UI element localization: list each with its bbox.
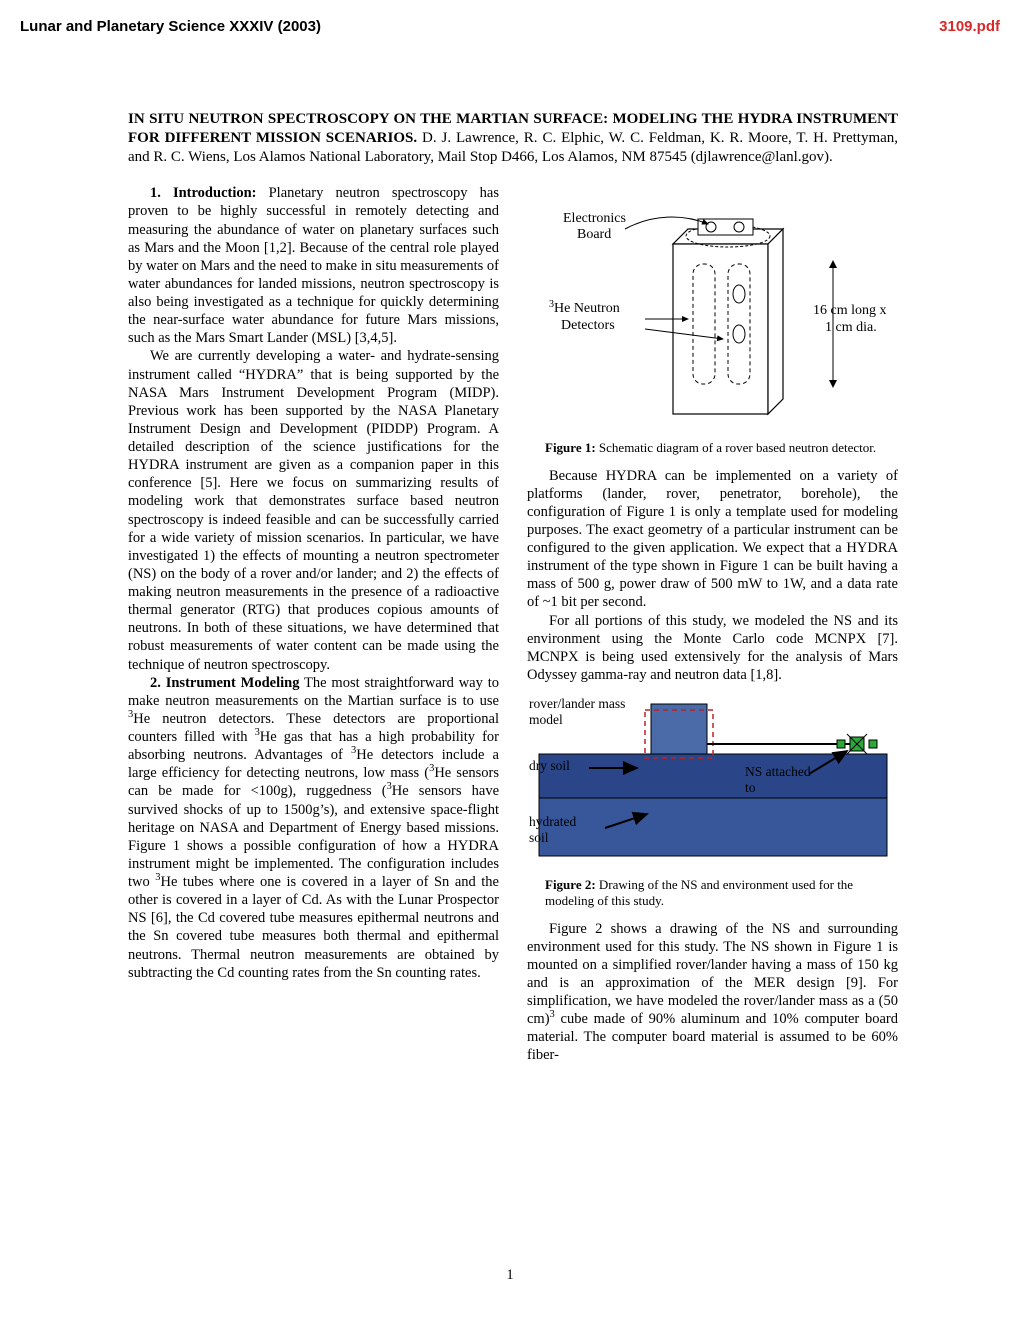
figure-2-caption: Figure 2: Drawing of the NS and environm… — [545, 877, 880, 910]
figure-1-caption: Figure 1: Schematic diagram of a rover b… — [545, 440, 880, 456]
svg-text:model: model — [529, 712, 563, 727]
paragraph-2: We are currently developing a water- and… — [128, 347, 499, 673]
svg-text:3He Neutron: 3He Neutron — [549, 299, 620, 317]
page-number: 1 — [0, 1266, 1020, 1284]
svg-text:Board: Board — [577, 227, 611, 242]
p1-text: Planetary neutron spectroscopy has prove… — [128, 185, 499, 346]
fig1-caption-lead: Figure 1: — [545, 440, 596, 455]
fig1-caption-text: Schematic diagram of a rover based neutr… — [596, 440, 876, 455]
fig2-label-rover: rover/lander mass — [529, 696, 625, 711]
paragraph-intro: 1. Introduction: Planetary neutron spect… — [128, 184, 499, 347]
pdf-id: 3109.pdf — [939, 18, 1000, 37]
conference-name: Lunar and Planetary Science XXXIV (2003) — [20, 18, 321, 37]
body-columns: 1. Introduction: Planetary neutron spect… — [128, 184, 898, 1244]
paragraph-5: For all portions of this study, we model… — [527, 612, 898, 685]
svg-text:Detectors: Detectors — [561, 318, 615, 333]
figure-2: rover/lander mass model dry soil hydrate… — [527, 696, 898, 910]
p3g: He tubes where one is covered in a layer… — [128, 874, 499, 981]
paragraph-4: Because HYDRA can be implemented on a va… — [527, 467, 898, 612]
page-content: IN SITU NEUTRON SPECTROSCOPY ON THE MART… — [128, 110, 898, 1244]
svg-text:dry soil: dry soil — [529, 758, 570, 773]
figure-2-svg: rover/lander mass model dry soil hydrate… — [529, 696, 897, 871]
svg-text:NS attached: NS attached — [745, 764, 811, 779]
paragraph-instrument: 2. Instrument Modeling The most straight… — [128, 674, 499, 982]
figure-1: Electronics Board 3He Neutron Detectors … — [527, 184, 898, 456]
p6b: cube made of 90% aluminum and 10% comput… — [527, 1011, 898, 1063]
svg-text:hydrated: hydrated — [529, 814, 576, 829]
svg-text:Electronics: Electronics — [563, 211, 626, 226]
title-block: IN SITU NEUTRON SPECTROSCOPY ON THE MART… — [128, 110, 898, 166]
svg-text:soil: soil — [529, 830, 549, 845]
fig2-caption-lead: Figure 2: — [545, 877, 596, 892]
svg-text:16 cm long x: 16 cm long x — [813, 303, 887, 318]
section-heading-1: 1. Introduction: — [150, 185, 257, 201]
paragraph-6: Figure 2 shows a drawing of the NS and s… — [527, 920, 898, 1065]
svg-text:1 cm dia.: 1 cm dia. — [825, 320, 877, 335]
section-heading-2: 2. Instrument Modeling — [150, 675, 299, 691]
svg-text:to: to — [745, 780, 756, 795]
figure-1-svg: Electronics Board 3He Neutron Detectors … — [533, 184, 893, 434]
running-header: Lunar and Planetary Science XXXIV (2003)… — [20, 18, 1000, 37]
